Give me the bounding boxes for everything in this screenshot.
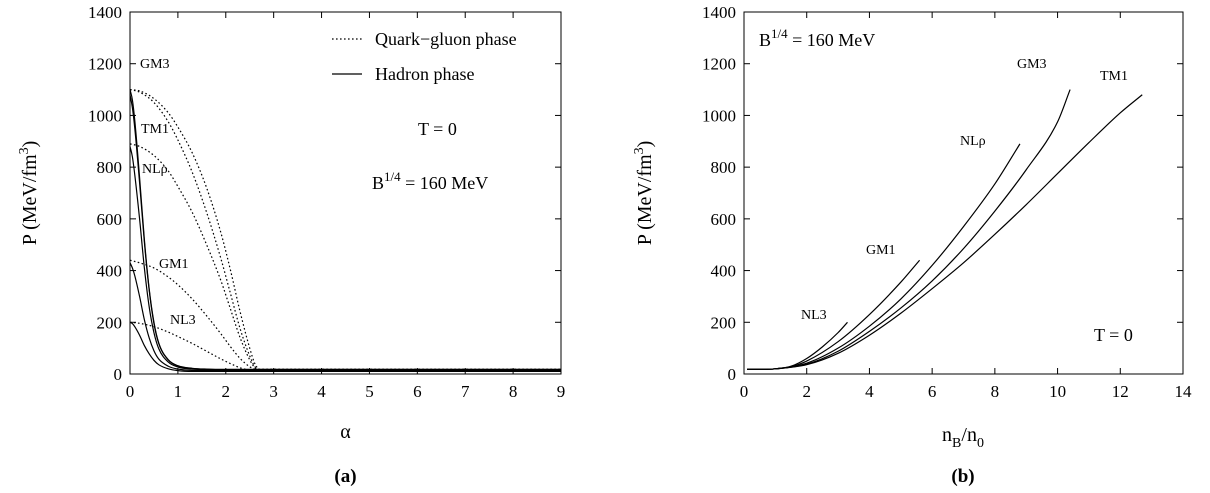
panel-b-ytick-label: 200: [711, 313, 737, 332]
panel-a-curve-label-gm3: GM3: [140, 57, 170, 72]
panel-a-xtick-label: 7: [461, 382, 470, 401]
panel-b-ytick-label: 400: [711, 262, 737, 281]
panel-a-xtick-label: 9: [557, 382, 566, 401]
panel-a-frame: [129, 11, 562, 375]
panel-a-xtick-label: 6: [413, 382, 422, 401]
panel-a: 0 1 2 3 4 5 6 7 8 9 0 200 400 600 800 1000 1200 1400 α P …: [17, 3, 565, 487]
panel-b-curve-gm3: [747, 89, 1071, 370]
legend-hadron-label: Hadron phase: [375, 64, 474, 84]
panel-b-curve-label-tm1: TM1: [1100, 69, 1128, 84]
panel-b-xlabel: nB/n0: [942, 424, 984, 451]
panel-b-xtick-label: 2: [802, 382, 811, 401]
panel-b-ylabel: P (MeV/fm3): [632, 141, 656, 246]
panel-a-ytick-label: 0: [114, 365, 123, 384]
panel-b-ytick-label: 0: [728, 365, 737, 384]
panel-a-curve-label-nl3: NL3: [170, 313, 196, 328]
panel-b-frame: [743, 11, 1184, 375]
panel-a-ytick-label: 200: [97, 313, 123, 332]
panel-b-ytick-label: 1400: [702, 3, 736, 22]
panel-b-ticks: 0 2 4 6 8 10 12 14 0 200 400 600 800 1000 1200 1400: [702, 3, 1192, 401]
panel-b-curves: [747, 89, 1143, 370]
panel-b-bag-label: B1/4 = 160 MeV: [759, 26, 875, 50]
panel-a-ytick-label: 800: [97, 158, 123, 177]
panel-a-xtick-label: 3: [269, 382, 278, 401]
panel-a-xtick-label: 8: [509, 382, 518, 401]
panel-b-ytick-label: 1200: [702, 55, 736, 74]
panel-a-ytick-label: 1400: [88, 3, 122, 22]
panel-a-hadron-curve-tm1: [129, 94, 561, 371]
panel-b-xtick-label: 10: [1049, 382, 1066, 401]
panel-a-ytick-label: 400: [97, 262, 123, 281]
panel-b-xtick-label: 12: [1112, 382, 1129, 401]
panel-a-xlabel: α: [340, 421, 351, 443]
panel-b-curve-tm1: [747, 94, 1143, 370]
panel-b-ytick-label: 800: [711, 158, 737, 177]
panel-a-xtick-label: 1: [174, 382, 183, 401]
panel-a-xtick-label: 5: [365, 382, 374, 401]
panel-b-curve-label-nlrho: NLρ: [960, 134, 986, 149]
panel-b-ytick-label: 1000: [702, 106, 736, 125]
panel-a-xtick-label: 0: [126, 382, 135, 401]
panel-a-ytick-label: 600: [97, 210, 123, 229]
panel-b-xtick-label: 14: [1175, 382, 1193, 401]
panel-a-hadron-curve-nl3: [129, 321, 561, 373]
panel-b-temperature-label: T = 0: [1094, 325, 1133, 345]
panel-a-curve-label-nlrho: NLρ: [142, 162, 168, 177]
panel-a-curve-label-gm1: GM1: [159, 257, 189, 272]
panel-b-curve-label-gm3: GM3: [1017, 57, 1047, 72]
panel-b: 0 2 4 6 8 10 12 14 0 200 400 600 800 1000 1200 1400 nB/…: [632, 3, 1192, 487]
panel-a-temperature-label: T = 0: [418, 119, 457, 139]
panel-b-xtick-label: 6: [928, 382, 937, 401]
panel-a-ytick-label: 1200: [88, 55, 122, 74]
panel-a-bag-label: B1/4 = 160 MeV: [372, 169, 488, 193]
panel-a-ticks: 0 1 2 3 4 5 6 7 8 9 0 200 400 600 800 1000 1200 1400: [88, 3, 565, 401]
panel-a-xtick-label: 4: [317, 382, 326, 401]
panel-b-label: (b): [951, 466, 974, 487]
legend-quark-label: Quark−gluon phase: [375, 29, 517, 49]
panel-a-quark-curve-nlrho: [129, 143, 561, 370]
panel-a-label: (a): [334, 466, 356, 487]
panel-a-hadron-curve-gm1: [129, 262, 561, 372]
panel-b-xtick-label: 4: [865, 382, 874, 401]
panel-a-quark-curve-nl3: [129, 321, 561, 372]
panel-a-ylabel: P (MeV/fm3): [17, 141, 41, 246]
panel-b-curve-label-gm1: GM1: [866, 243, 896, 258]
panel-a-curves: [129, 88, 561, 373]
panel-b-xtick-label: 8: [991, 382, 1000, 401]
panel-a-ytick-label: 1000: [88, 106, 122, 125]
panel-b-ytick-label: 600: [711, 210, 737, 229]
panel-b-xtick-label: 0: [740, 382, 749, 401]
panel-b-curve-label-nl3: NL3: [801, 308, 827, 323]
panel-a-xtick-label: 2: [222, 382, 231, 401]
panel-a-legend: Quark−gluon phase Hadron phase: [332, 29, 517, 84]
panel-a-curve-label-tm1: TM1: [141, 122, 169, 137]
